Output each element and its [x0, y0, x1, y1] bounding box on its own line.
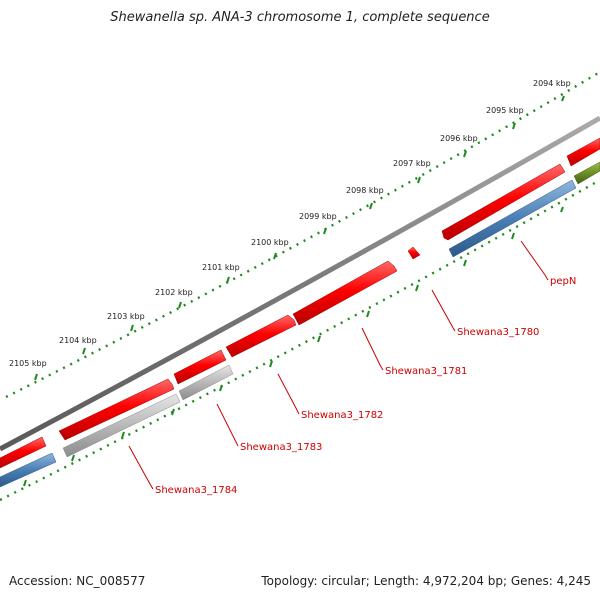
- inner-tick: [415, 284, 419, 292]
- kbp-label: 2094 kbp: [533, 79, 571, 88]
- gene-left-edge: [0, 436, 47, 469]
- inner-tick: [511, 232, 515, 240]
- cds-left-edge: [0, 452, 57, 488]
- outer-ruler-ticks: [34, 95, 565, 381]
- inner-features: [0, 161, 600, 488]
- kbp-tick: [226, 276, 230, 284]
- leader-shewana3-1783: [216, 403, 239, 447]
- label-leaders: [128, 240, 549, 490]
- gene-label-shewana3-1784: Shewana3_1784: [155, 485, 237, 496]
- kbp-label: 2099 kbp: [299, 212, 337, 221]
- pseudo-shewana3-1783: [178, 364, 234, 401]
- inner-tick: [219, 384, 223, 392]
- accession-text: Accession: NC_008577: [9, 574, 146, 588]
- kbp-tick: [273, 252, 277, 260]
- gene-label-shewana3-1780: Shewana3_1780: [457, 327, 539, 338]
- kbp-label: 2095 kbp: [486, 106, 524, 115]
- inner-ruler-ticks: [23, 206, 564, 487]
- leader-shewana3-1782: [277, 373, 300, 415]
- gene-shewana3-1783: [58, 378, 175, 441]
- inner-tick: [366, 310, 370, 318]
- outer-ruler-track: [5, 70, 600, 399]
- backbone-arc: [0, 115, 600, 452]
- kbp-label: 2104 kbp: [59, 336, 97, 345]
- kbp-tick: [178, 301, 182, 309]
- inner-tick: [560, 206, 564, 213]
- kbp-label: 2103 kbp: [107, 312, 145, 321]
- kbp-label: 2105 kbp: [9, 359, 47, 368]
- pseudo-shewana3-1784: [62, 393, 181, 458]
- kbp-label: 2100 kbp: [251, 238, 289, 247]
- gene-pepN-upper: [566, 137, 600, 167]
- kbp-tick: [34, 373, 38, 381]
- kbp-label: 2101 kbp: [202, 263, 240, 272]
- gene-label-shewana3-1783: Shewana3_1783: [240, 442, 322, 453]
- summary-text: Topology: circular; Length: 4,972,204 bp…: [261, 574, 591, 588]
- kbp-label: 2097 kbp: [393, 159, 431, 168]
- feature-olive: [573, 161, 600, 185]
- leader-shewana3-1784: [128, 445, 154, 490]
- inner-tick: [171, 408, 175, 416]
- inner-tick: [317, 335, 321, 343]
- kbp-label: 2098 kbp: [346, 186, 384, 195]
- gene-label-pepN: pepN: [550, 276, 576, 287]
- kbp-tick: [463, 150, 467, 158]
- cds-pepN: [448, 179, 577, 258]
- inner-tick: [269, 360, 273, 368]
- kbp-tick: [82, 347, 86, 355]
- kbp-label: 2096 kbp: [440, 134, 478, 143]
- gene-shewana3-1780: [292, 260, 398, 326]
- gene-label-shewana3-1781: Shewana3_1781: [385, 366, 467, 377]
- kbp-label: 2102 kbp: [155, 288, 193, 297]
- gene-shewana3-1782: [173, 349, 227, 385]
- forward-genes: [0, 137, 600, 469]
- gene-forward-arrow: [441, 163, 566, 241]
- kbp-tick: [512, 122, 516, 130]
- inner-tick: [23, 479, 27, 487]
- leader-shewana3-1780: [431, 289, 456, 332]
- kbp-labels: 2094 kbp 2095 kbp 2096 kbp 2097 kbp 2098…: [9, 79, 571, 368]
- gene-small-arrow: [407, 246, 421, 260]
- inner-tick: [121, 431, 125, 439]
- kbp-tick: [130, 324, 134, 332]
- kbp-tick: [561, 95, 565, 102]
- kbp-tick: [417, 176, 421, 184]
- leader-pepN: [520, 240, 549, 281]
- leader-shewana3-1781: [361, 327, 384, 371]
- gene-shewana3-1781: [225, 314, 297, 358]
- inner-tick: [463, 259, 467, 267]
- kbp-tick: [323, 227, 327, 235]
- gene-label-shewana3-1782: Shewana3_1782: [301, 410, 383, 421]
- gene-labels: pepN Shewana3_1780 Shewana3_1781 Shewana…: [155, 276, 576, 496]
- inner-tick: [71, 454, 75, 462]
- inner-ruler-track: [0, 178, 600, 502]
- map-title: Shewanella sp. ANA-3 chromosome 1, compl…: [110, 10, 490, 25]
- kbp-tick: [369, 202, 373, 210]
